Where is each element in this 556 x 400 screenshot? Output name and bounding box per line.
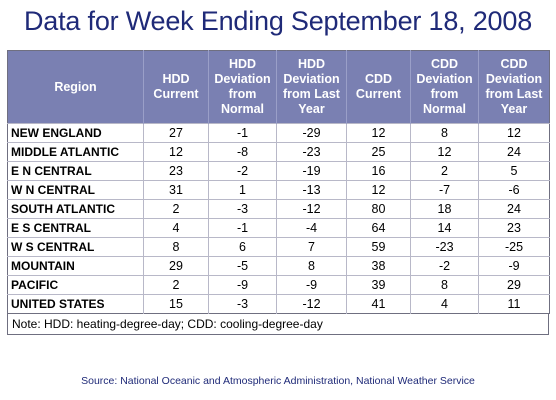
- value-cell: 8: [410, 275, 479, 295]
- value-cell: 12: [478, 123, 550, 143]
- table-row: W S CENTRAL 8 6 7 59 -23 -25: [7, 237, 550, 257]
- value-cell: 39: [346, 275, 411, 295]
- value-cell: -9: [276, 275, 347, 295]
- page-title: Data for Week Ending September 18, 2008: [23, 6, 533, 36]
- degree-day-table: Region HDD Current HDD Deviation from No…: [7, 50, 550, 314]
- value-cell: 4: [410, 294, 479, 314]
- value-cell: 18: [410, 199, 479, 219]
- region-cell: UNITED STATES: [7, 294, 144, 314]
- value-cell: -19: [276, 161, 347, 181]
- value-cell: 12: [346, 123, 411, 143]
- value-cell: 6: [208, 237, 277, 257]
- value-cell: -1: [208, 218, 277, 238]
- column-header: Region: [7, 50, 144, 124]
- value-cell: 8: [143, 237, 209, 257]
- value-cell: 38: [346, 256, 411, 276]
- value-cell: 7: [276, 237, 347, 257]
- region-cell: SOUTH ATLANTIC: [7, 199, 144, 219]
- table-row: E N CENTRAL 23 -2 -19 16 2 5: [7, 161, 550, 181]
- value-cell: 23: [143, 161, 209, 181]
- value-cell: -9: [478, 256, 550, 276]
- value-cell: 59: [346, 237, 411, 257]
- region-cell: W S CENTRAL: [7, 237, 144, 257]
- region-cell: PACIFIC: [7, 275, 144, 295]
- table-row: SOUTH ATLANTIC 2 -3 -12 80 18 24: [7, 199, 550, 219]
- value-cell: 2: [410, 161, 479, 181]
- value-cell: 80: [346, 199, 411, 219]
- value-cell: 24: [478, 142, 550, 162]
- value-cell: -1: [208, 123, 277, 143]
- value-cell: -9: [208, 275, 277, 295]
- value-cell: -6: [478, 180, 550, 200]
- value-cell: 14: [410, 218, 479, 238]
- header-row: Region HDD Current HDD Deviation from No…: [7, 50, 550, 124]
- value-cell: 4: [143, 218, 209, 238]
- value-cell: -3: [208, 294, 277, 314]
- column-header: CDD Current: [346, 50, 411, 124]
- column-header: HDD Deviation from Normal: [208, 50, 277, 124]
- value-cell: 8: [410, 123, 479, 143]
- region-cell: E N CENTRAL: [7, 161, 144, 181]
- table-row: UNITED STATES 15 -3 -12 41 4 11: [7, 294, 550, 314]
- value-cell: -13: [276, 180, 347, 200]
- value-cell: -23: [276, 142, 347, 162]
- value-cell: -23: [410, 237, 479, 257]
- value-cell: 2: [143, 275, 209, 295]
- table-row: MOUNTAIN 29 -5 8 38 -2 -9: [7, 256, 550, 276]
- value-cell: 29: [478, 275, 550, 295]
- region-cell: W N CENTRAL: [7, 180, 144, 200]
- table-row: E S CENTRAL 4 -1 -4 64 14 23: [7, 218, 550, 238]
- region-cell: NEW ENGLAND: [7, 123, 144, 143]
- value-cell: -12: [276, 199, 347, 219]
- region-cell: MIDDLE ATLANTIC: [7, 142, 144, 162]
- column-header: HDD Current: [143, 50, 209, 124]
- table-row: PACIFIC 2 -9 -9 39 8 29: [7, 275, 550, 295]
- column-header: CDD Deviation from Last Year: [478, 50, 550, 124]
- value-cell: -4: [276, 218, 347, 238]
- table-row: W N CENTRAL 31 1 -13 12 -7 -6: [7, 180, 550, 200]
- value-cell: 41: [346, 294, 411, 314]
- value-cell: -2: [410, 256, 479, 276]
- source-citation: Source: National Oceanic and Atmospheric…: [81, 375, 475, 387]
- value-cell: 5: [478, 161, 550, 181]
- value-cell: 11: [478, 294, 550, 314]
- column-header: HDD Deviation from Last Year: [276, 50, 347, 124]
- table-row: MIDDLE ATLANTIC 12 -8 -23 25 12 24: [7, 142, 550, 162]
- region-cell: MOUNTAIN: [7, 256, 144, 276]
- value-cell: 2: [143, 199, 209, 219]
- value-cell: 12: [143, 142, 209, 162]
- value-cell: 31: [143, 180, 209, 200]
- value-cell: 64: [346, 218, 411, 238]
- table-note: Note: HDD: heating-degree-day; CDD: cool…: [7, 314, 549, 335]
- value-cell: -7: [410, 180, 479, 200]
- region-cell: E S CENTRAL: [7, 218, 144, 238]
- value-cell: 15: [143, 294, 209, 314]
- value-cell: 23: [478, 218, 550, 238]
- value-cell: -25: [478, 237, 550, 257]
- value-cell: 16: [346, 161, 411, 181]
- value-cell: 12: [410, 142, 479, 162]
- value-cell: 25: [346, 142, 411, 162]
- value-cell: 29: [143, 256, 209, 276]
- value-cell: 8: [276, 256, 347, 276]
- table-row: NEW ENGLAND 27 -1 -29 12 8 12: [7, 123, 550, 143]
- value-cell: -2: [208, 161, 277, 181]
- value-cell: -12: [276, 294, 347, 314]
- value-cell: -3: [208, 199, 277, 219]
- value-cell: 1: [208, 180, 277, 200]
- value-cell: 12: [346, 180, 411, 200]
- value-cell: -5: [208, 256, 277, 276]
- value-cell: -29: [276, 123, 347, 143]
- data-table-container: Region HDD Current HDD Deviation from No…: [7, 50, 550, 335]
- value-cell: 24: [478, 199, 550, 219]
- column-header: CDD Deviation from Normal: [410, 50, 479, 124]
- value-cell: -8: [208, 142, 277, 162]
- value-cell: 27: [143, 123, 209, 143]
